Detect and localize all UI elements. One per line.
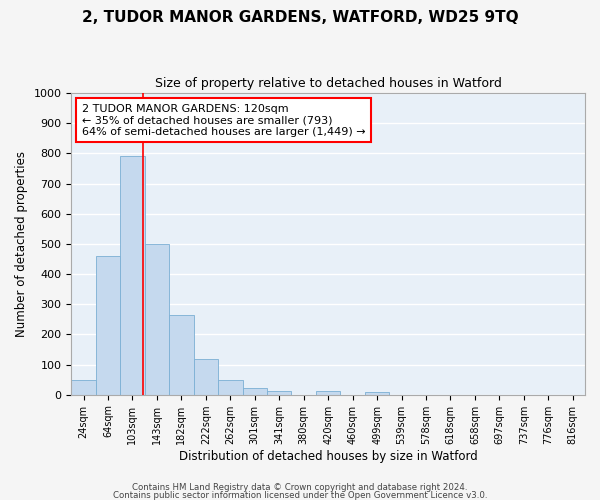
Y-axis label: Number of detached properties: Number of detached properties [15,151,28,337]
Bar [365,392,389,394]
Bar [71,380,96,394]
Text: Contains public sector information licensed under the Open Government Licence v3: Contains public sector information licen… [113,490,487,500]
Bar [242,388,267,394]
Bar [316,391,340,394]
X-axis label: Distribution of detached houses by size in Watford: Distribution of detached houses by size … [179,450,478,462]
Bar [145,244,169,394]
Bar [169,315,194,394]
Text: 2 TUDOR MANOR GARDENS: 120sqm
← 35% of detached houses are smaller (793)
64% of : 2 TUDOR MANOR GARDENS: 120sqm ← 35% of d… [82,104,365,137]
Bar [194,358,218,394]
Text: Contains HM Land Registry data © Crown copyright and database right 2024.: Contains HM Land Registry data © Crown c… [132,484,468,492]
Text: 2, TUDOR MANOR GARDENS, WATFORD, WD25 9TQ: 2, TUDOR MANOR GARDENS, WATFORD, WD25 9T… [82,10,518,25]
Title: Size of property relative to detached houses in Watford: Size of property relative to detached ho… [155,78,502,90]
Bar [120,156,145,394]
Bar [218,380,242,394]
Bar [267,391,292,394]
Bar [96,256,120,394]
